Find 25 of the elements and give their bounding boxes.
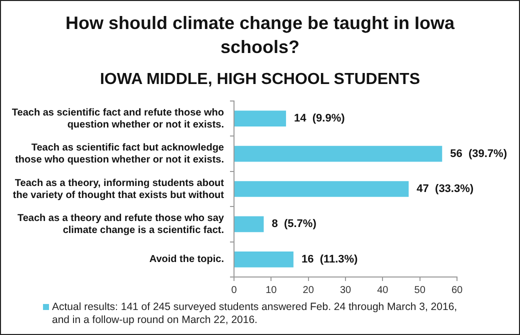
x-tick-label: 0 bbox=[231, 284, 238, 296]
legend-label: Actual results: 141 of 245 surveyed students answered Feb. 24 through March 3, 2016, and in a follow-up round on March 22, 2016. bbox=[52, 301, 458, 327]
y-tick-label: Teach as scientific fact but acknowledge those who question whether or not it exists. bbox=[15, 142, 224, 166]
x-tick-label: 60 bbox=[451, 284, 463, 296]
chart-title: How should climate change be taught in Iowa schools? bbox=[64, 12, 456, 59]
x-tick-label: 50 bbox=[414, 284, 426, 296]
y-tick-label: Avoid the topic. bbox=[149, 254, 224, 266]
data-label: 47 (33.3%) bbox=[416, 183, 474, 196]
chart-subtitle: IOWA MIDDLE, HIGH SCHOOL STUDENTS bbox=[98, 71, 421, 89]
bar bbox=[234, 110, 286, 127]
x-tick-label: 10 bbox=[266, 284, 278, 296]
bar bbox=[234, 216, 264, 232]
x-tick-label: 30 bbox=[340, 284, 352, 296]
y-tick-label: Teach as a theory and refute those who say climate change is a scientific fact. bbox=[17, 212, 224, 236]
y-tick-label: Teach as scientific fact and refute those who question whether or not it exists. bbox=[12, 107, 224, 130]
y-tick-label: Teach as a theory, informing students about the variety of thought that exists but without bbox=[12, 178, 225, 201]
data-label: 8 (5.7%) bbox=[272, 218, 317, 230]
bar bbox=[234, 146, 442, 162]
data-label: 14 (9.9%) bbox=[294, 112, 346, 125]
bar bbox=[234, 251, 294, 268]
data-label: 56 (39.7%) bbox=[450, 148, 508, 160]
data-label: 16 (11.3%) bbox=[301, 253, 358, 266]
x-tick-label: 40 bbox=[377, 284, 389, 296]
x-tick-label: 20 bbox=[302, 284, 314, 296]
bar bbox=[234, 181, 409, 197]
